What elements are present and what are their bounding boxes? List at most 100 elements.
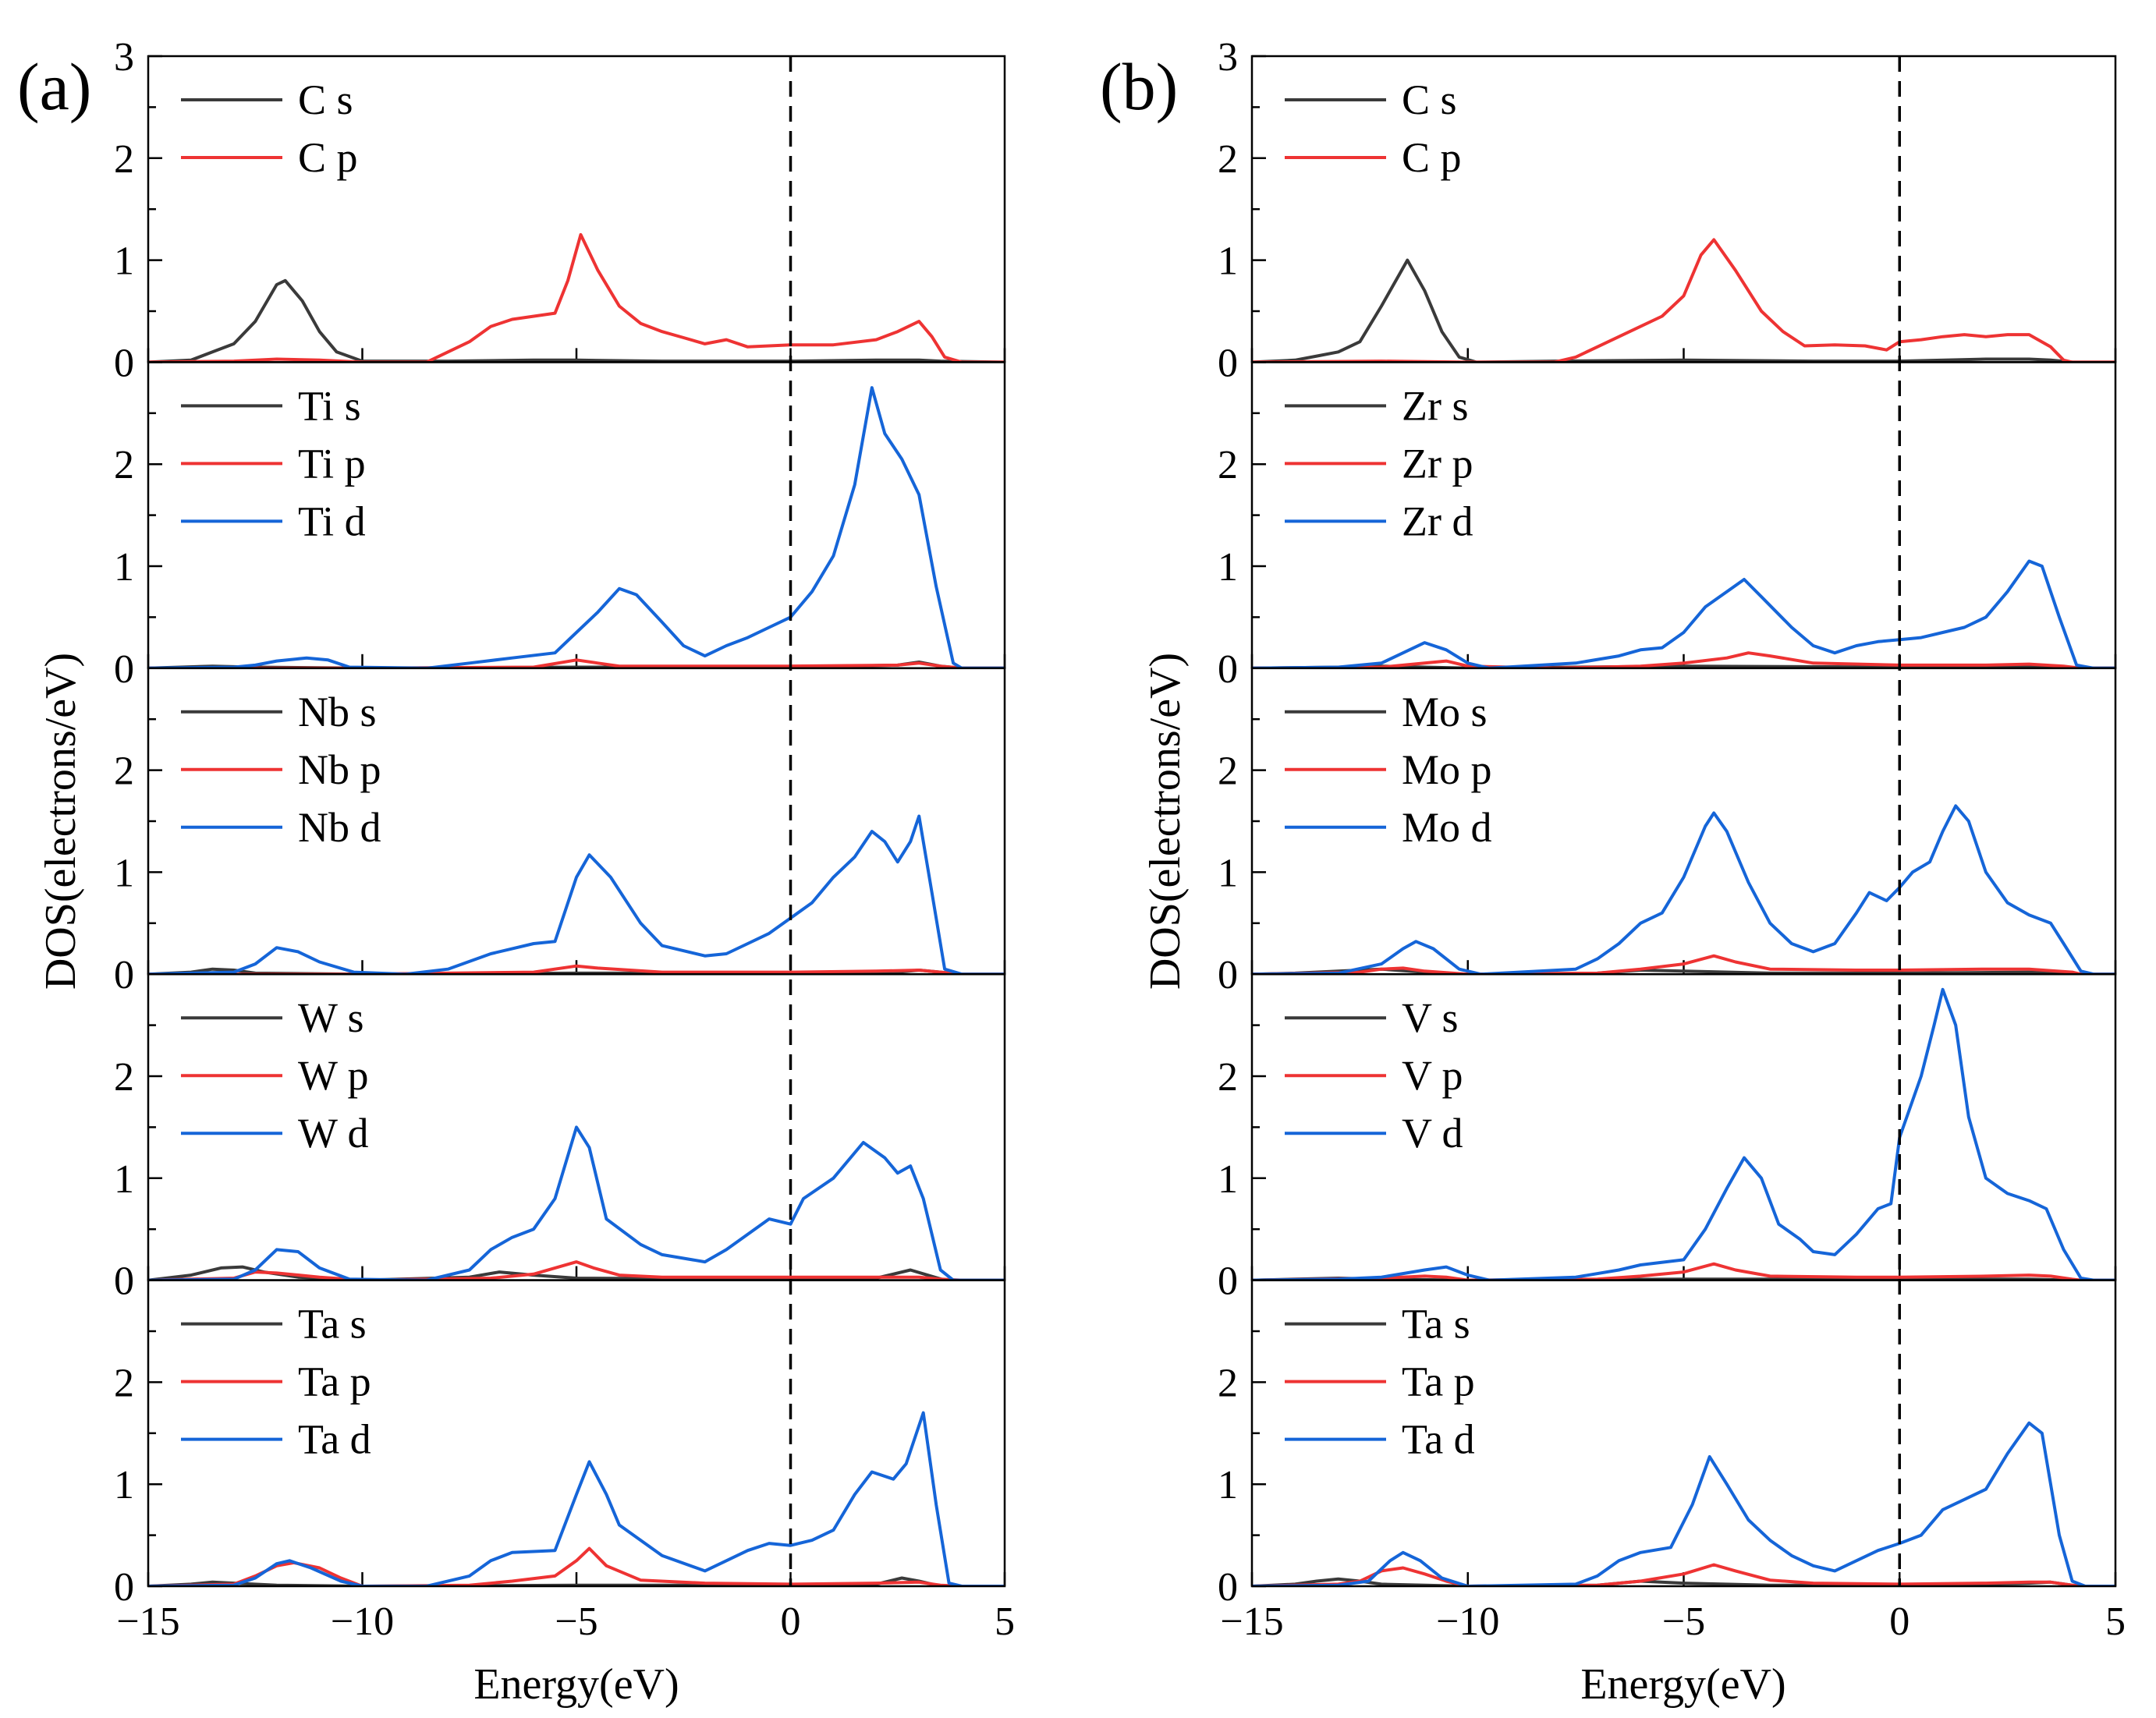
x-tick-label: 0	[781, 1599, 801, 1644]
legend-entry: Ta s	[298, 1301, 367, 1348]
legend-entry: Ta d	[1402, 1416, 1475, 1463]
y-tick-label: 0	[114, 1259, 134, 1304]
y-tick-label: 1	[114, 1157, 134, 1202]
subplot: 0 1 2 Ta s Ta p Ta d	[1218, 1279, 2117, 1610]
y-tick-label: 3	[1218, 35, 1238, 80]
y-tick-label: 1	[114, 239, 134, 284]
legend-entry: W d	[298, 1110, 369, 1157]
legend-entry: Ta p	[1402, 1358, 1475, 1405]
legend-entry: Ta s	[1402, 1301, 1470, 1348]
series-line-d	[148, 814, 1005, 975]
series-line-p	[1252, 1563, 2115, 1586]
legend-entry: Zr d	[1402, 498, 1473, 544]
x-tick-label: −15	[1220, 1599, 1283, 1644]
series-line-s	[148, 278, 1005, 363]
series-line-p	[1252, 1262, 2115, 1281]
subplot: 0 1 2 3 C s C p	[1218, 35, 2117, 385]
series-line-s	[148, 1265, 1005, 1281]
y-tick-label: 1	[1218, 1157, 1238, 1202]
subplot: 0 1 2 Zr s Zr p Zr d	[1218, 361, 2117, 692]
legend-entry: Mo p	[1402, 746, 1492, 793]
y-tick-label: 2	[114, 137, 134, 182]
x-tick-label: 0	[1889, 1599, 1910, 1644]
series-line-d	[148, 386, 1005, 668]
legend-entry: Mo s	[1402, 689, 1488, 735]
legend-entry: W s	[298, 994, 364, 1041]
legend-entry: V d	[1402, 1110, 1463, 1157]
legend-entry: Ti p	[298, 440, 366, 487]
y-tick-label: 0	[1218, 341, 1238, 385]
y-tick-label: 2	[1218, 1361, 1238, 1405]
subplot-frame	[1250, 55, 2117, 363]
subplot: 0 1 2 Mo s Mo p Mo d	[1218, 667, 2117, 997]
series-line-d	[148, 1411, 1005, 1586]
legend-entry: Nb p	[298, 746, 381, 793]
y-tick-label: 0	[1218, 647, 1238, 692]
y-tick-label: 0	[114, 647, 134, 692]
subplot-frame	[1250, 972, 2117, 1281]
y-tick-label: 2	[114, 1361, 134, 1405]
series-line-p	[148, 1546, 1005, 1586]
x-tick-label: −5	[555, 1599, 598, 1644]
y-tick-label: 2	[114, 1055, 134, 1100]
x-tick-label: −15	[116, 1599, 179, 1644]
legend-entry: Nb s	[298, 689, 377, 735]
legend-entry: Nb d	[298, 804, 381, 851]
series-line-d	[1252, 559, 2115, 668]
y-axis-label: DOS(electrons/eV)	[1141, 653, 1190, 990]
x-tick-label: −5	[1662, 1599, 1705, 1644]
legend-entry: Mo d	[1402, 804, 1492, 851]
y-axis-label: DOS(electrons/eV)	[37, 653, 85, 990]
panel-label: (b)	[1100, 49, 1178, 124]
y-tick-label: 2	[1218, 443, 1238, 487]
legend-entry: V s	[1402, 994, 1459, 1041]
legend-entry: W p	[298, 1052, 369, 1099]
series-line-p	[1252, 651, 2115, 668]
y-tick-label: 1	[114, 1463, 134, 1507]
panel-a: (a) DOS(electrons/eV) Energy(eV) 0 1 2 3 C s…	[17, 35, 1015, 1709]
subplot-frame	[1250, 361, 2117, 670]
subplot: 0 1 2 Nb s Nb p Nb d	[114, 667, 1006, 997]
series-line-p	[148, 964, 1005, 975]
y-tick-label: 1	[1218, 545, 1238, 590]
x-tick-label: −10	[331, 1599, 394, 1644]
y-tick-label: 0	[1218, 1565, 1238, 1610]
series-line-p	[1252, 954, 2115, 975]
series-line-d	[148, 1125, 1005, 1281]
x-tick-label: 5	[2105, 1599, 2126, 1644]
subplot: 0 1 2 3 C s C p	[114, 35, 1006, 385]
legend-entry: Zr p	[1402, 440, 1473, 487]
y-tick-label: 1	[1218, 239, 1238, 284]
y-tick-label: 1	[114, 851, 134, 895]
x-axis-label: Energy(eV)	[1580, 1660, 1785, 1709]
y-tick-label: 2	[1218, 749, 1238, 794]
subplot: 0 1 2 Ta s Ta p Ta d	[114, 1279, 1006, 1610]
x-axis-label: Energy(eV)	[473, 1660, 679, 1709]
legend-entry: C s	[1402, 76, 1457, 123]
series-line-d	[1252, 804, 2115, 975]
subplot-frame	[1250, 1279, 2117, 1588]
subplot-frame	[147, 55, 1006, 363]
series-line-d	[1252, 1421, 2115, 1586]
subplot: 0 1 2 W s W p W d	[114, 972, 1006, 1304]
subplot-frame	[147, 667, 1006, 976]
legend-entry: C s	[298, 76, 353, 123]
legend-entry: C p	[298, 134, 358, 181]
subplot: 0 1 2 Ti s Ti p Ti d	[114, 361, 1006, 692]
series-line-p	[1252, 238, 2115, 363]
y-tick-label: 1	[114, 545, 134, 590]
series-line-p	[148, 232, 1005, 363]
panel-label: (a)	[17, 49, 91, 124]
y-tick-label: 2	[114, 749, 134, 794]
y-tick-label: 0	[1218, 953, 1238, 997]
subplot: 0 1 2 V s V p V d	[1218, 972, 2117, 1304]
legend-entry: V p	[1402, 1052, 1463, 1099]
x-tick-label: 5	[995, 1599, 1015, 1644]
y-tick-label: 0	[114, 341, 134, 385]
y-tick-label: 2	[1218, 1055, 1238, 1100]
y-tick-label: 1	[1218, 1463, 1238, 1507]
subplot-frame	[147, 1279, 1006, 1588]
y-tick-label: 0	[114, 953, 134, 997]
legend-entry: Ti s	[298, 382, 361, 429]
